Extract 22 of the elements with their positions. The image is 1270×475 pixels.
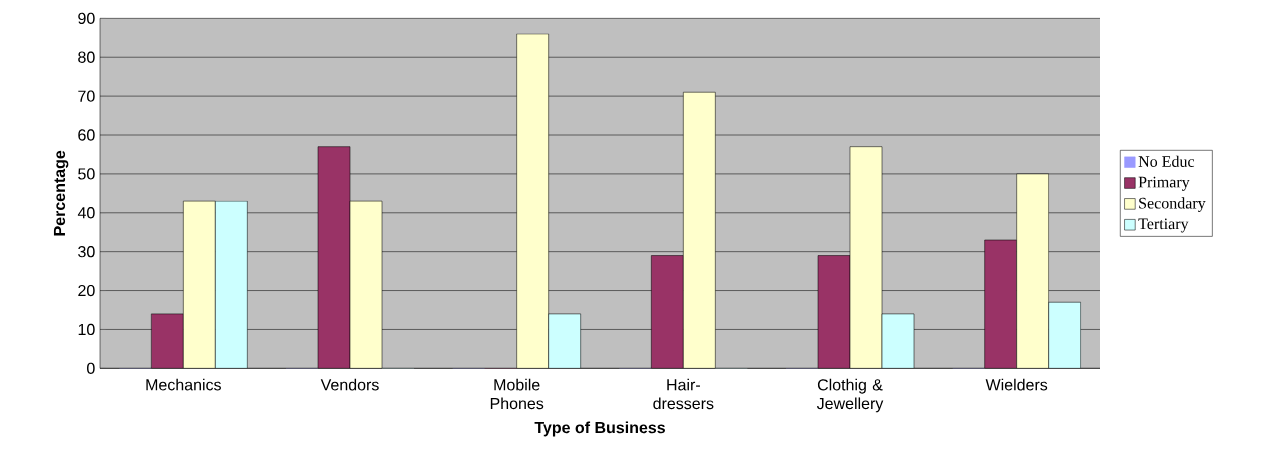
legend-label: Tertiary xyxy=(1138,218,1189,233)
x-tick-label: Mechanics xyxy=(146,378,221,391)
x-tick-label: Hair-dressers xyxy=(653,378,714,410)
x-tick-label: Mobile Phones xyxy=(490,378,544,410)
x-axis-title: Type of Business xyxy=(534,421,665,437)
x-tick-label: Vendors xyxy=(320,378,379,391)
legend-label: No Educ xyxy=(1138,155,1195,167)
y-tick-label: 90 xyxy=(78,12,95,24)
y-tick-label: 50 xyxy=(78,168,95,180)
legend-label: Secondary xyxy=(1139,197,1206,212)
x-tick-label: Wielders xyxy=(985,378,1048,391)
y-tick-label: 30 xyxy=(78,246,95,258)
x-tick-label: Clothig & Jewellery xyxy=(816,378,884,413)
y-axis-title: Percentage xyxy=(53,150,69,236)
y-tick-label: 70 xyxy=(78,90,95,102)
y-tick-label: 40 xyxy=(77,207,95,219)
y-tick-label: 80 xyxy=(78,51,95,63)
y-tick-label: 20 xyxy=(78,284,95,297)
y-tick-label: 0 xyxy=(87,362,95,374)
y-tick-label: 60 xyxy=(78,129,95,141)
legend-label: Primary xyxy=(1138,176,1190,191)
y-tick-label: 10 xyxy=(78,323,95,336)
